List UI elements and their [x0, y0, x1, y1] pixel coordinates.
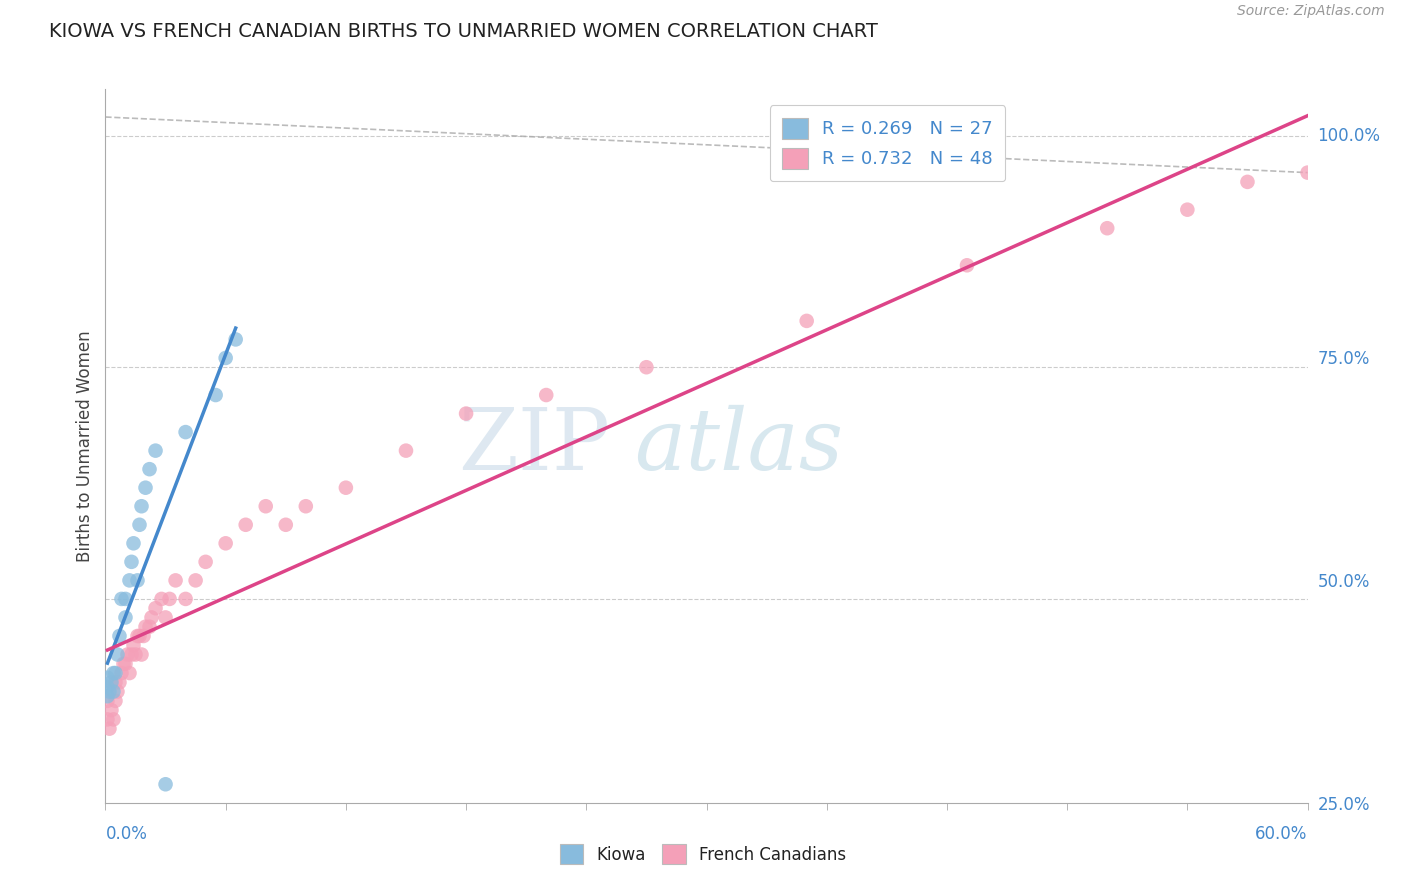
Point [100, 703, 122, 717]
Text: 0.0%: 0.0% [105, 825, 148, 843]
Point [225, 333, 247, 347]
Point [145, 601, 167, 615]
Point [1296, 166, 1319, 180]
Point [98, 684, 121, 698]
Point [110, 591, 132, 606]
Point [117, 648, 139, 662]
Point [104, 666, 127, 681]
Point [131, 648, 153, 662]
Point [159, 591, 181, 606]
Point [214, 536, 236, 550]
Point [155, 610, 177, 624]
Point [135, 481, 157, 495]
Point [96, 712, 118, 726]
Point [121, 648, 143, 662]
Point [235, 517, 257, 532]
Text: 60.0%: 60.0% [1256, 825, 1308, 843]
Point [104, 675, 127, 690]
Point [96, 671, 118, 685]
Point [103, 666, 125, 681]
Point [108, 629, 131, 643]
Point [131, 500, 153, 514]
Point [114, 657, 136, 671]
Point [104, 694, 127, 708]
Point [956, 258, 979, 272]
Point [135, 620, 157, 634]
Point [174, 425, 197, 439]
Point [138, 620, 160, 634]
Point [204, 388, 226, 402]
Point [107, 648, 129, 662]
Point [107, 684, 129, 698]
Point [128, 629, 150, 643]
Point [121, 555, 143, 569]
Point [96, 680, 118, 694]
Point [96, 694, 118, 708]
Point [128, 517, 150, 532]
Point [295, 500, 318, 514]
Point [174, 591, 197, 606]
Point [335, 481, 357, 495]
Point [254, 500, 277, 514]
Point [100, 675, 122, 690]
Point [108, 675, 131, 690]
Text: Source: ZipAtlas.com: Source: ZipAtlas.com [1237, 4, 1385, 19]
Point [636, 360, 658, 375]
Point [96, 690, 118, 704]
Point [114, 591, 136, 606]
Point [110, 666, 132, 681]
Text: atlas: atlas [634, 405, 844, 487]
Text: ZIP: ZIP [458, 404, 610, 488]
Point [124, 648, 146, 662]
Point [1177, 202, 1199, 217]
Point [1236, 175, 1258, 189]
Point [150, 591, 173, 606]
Point [274, 517, 297, 532]
Point [214, 351, 236, 365]
Point [145, 443, 167, 458]
Point [98, 722, 121, 736]
Point [155, 777, 177, 791]
Point [796, 314, 818, 328]
Point [127, 574, 149, 588]
Legend: Kiowa, French Canadians: Kiowa, French Canadians [553, 838, 853, 871]
Point [112, 657, 135, 671]
Point [122, 536, 145, 550]
Point [114, 610, 136, 624]
Point [103, 684, 125, 698]
Point [454, 407, 477, 421]
Point [138, 462, 160, 476]
Point [122, 638, 145, 652]
Point [141, 610, 163, 624]
Point [118, 574, 141, 588]
Point [103, 712, 125, 726]
Point [1097, 221, 1119, 235]
Point [184, 574, 207, 588]
Point [118, 666, 141, 681]
Point [165, 574, 187, 588]
Point [132, 629, 155, 643]
Legend: R = 0.269   N = 27, R = 0.732   N = 48: R = 0.269 N = 27, R = 0.732 N = 48 [769, 105, 1005, 181]
Y-axis label: Births to Unmarried Women: Births to Unmarried Women [76, 330, 94, 562]
Text: KIOWA VS FRENCH CANADIAN BIRTHS TO UNMARRIED WOMEN CORRELATION CHART: KIOWA VS FRENCH CANADIAN BIRTHS TO UNMAR… [49, 22, 879, 41]
Point [395, 443, 418, 458]
Point [534, 388, 557, 402]
Point [127, 629, 149, 643]
Point [194, 555, 217, 569]
